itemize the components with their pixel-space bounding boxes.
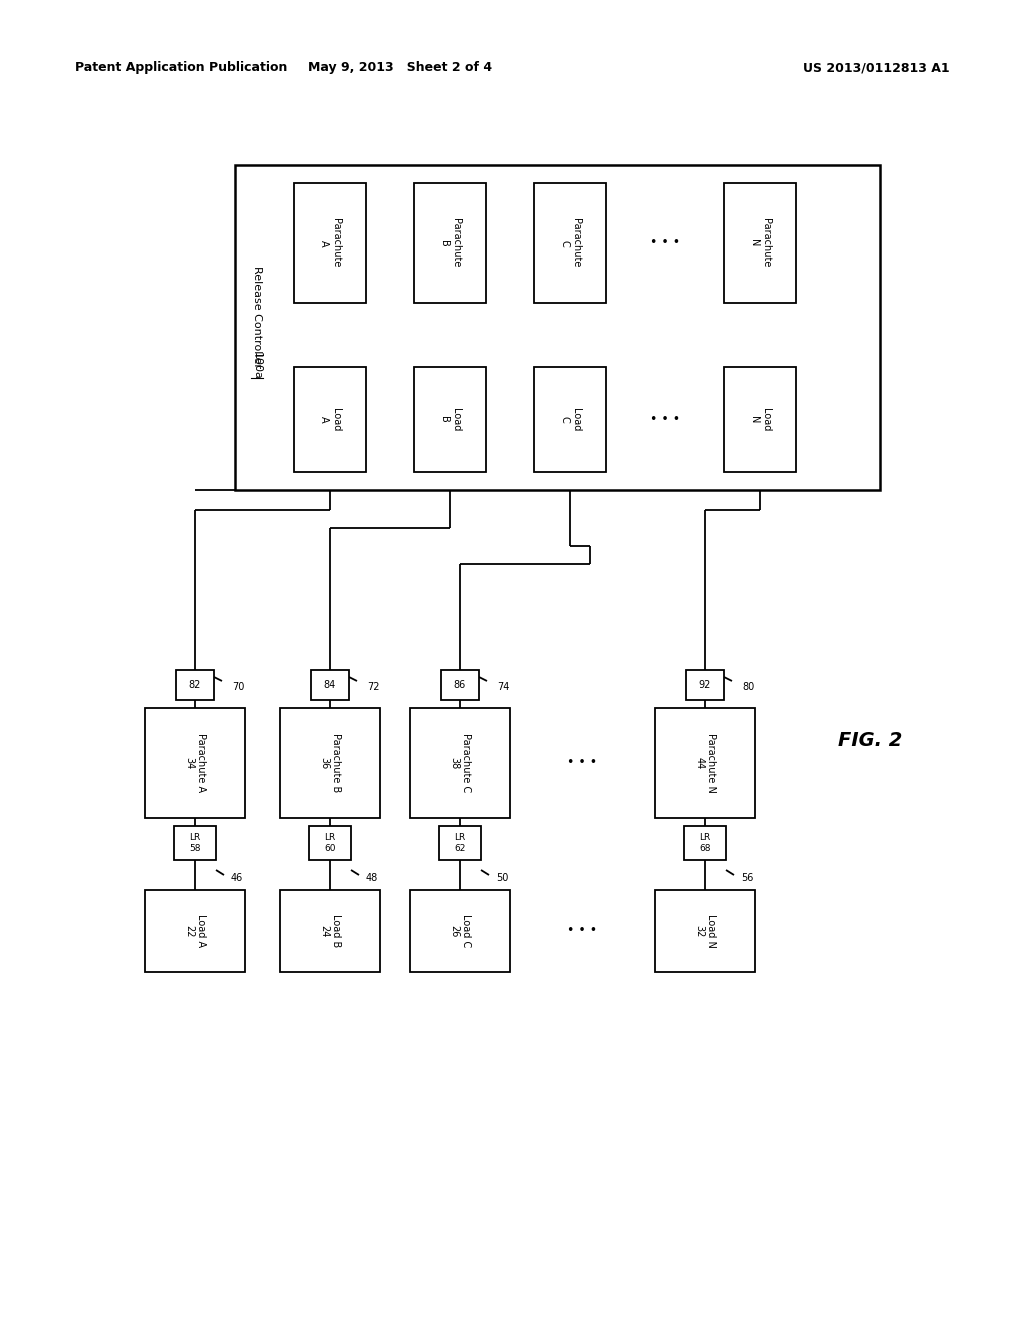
Text: 46: 46 bbox=[231, 873, 244, 883]
Bar bbox=[439, 826, 481, 861]
Text: 92: 92 bbox=[698, 680, 712, 690]
Text: 70: 70 bbox=[232, 682, 245, 692]
Text: 50: 50 bbox=[496, 873, 508, 883]
Text: LR
68: LR 68 bbox=[699, 833, 711, 853]
Bar bbox=[174, 826, 216, 861]
Text: Load A
22: Load A 22 bbox=[184, 915, 206, 948]
Text: Parachute
A: Parachute A bbox=[319, 218, 341, 268]
Bar bbox=[655, 890, 755, 972]
Text: • • •: • • • bbox=[567, 924, 598, 937]
Text: LR
62: LR 62 bbox=[455, 833, 466, 853]
Text: Load
A: Load A bbox=[319, 408, 341, 432]
Text: Load C
26: Load C 26 bbox=[450, 915, 471, 948]
Text: Load N
32: Load N 32 bbox=[694, 913, 716, 948]
Bar bbox=[294, 183, 366, 304]
Text: 74: 74 bbox=[497, 682, 509, 692]
Text: Parachute N
44: Parachute N 44 bbox=[694, 733, 716, 793]
Text: • • •: • • • bbox=[650, 236, 680, 249]
Bar bbox=[410, 890, 510, 972]
Text: Release Controller: Release Controller bbox=[252, 267, 262, 368]
Bar bbox=[176, 671, 214, 700]
Text: US 2013/0112813 A1: US 2013/0112813 A1 bbox=[804, 62, 950, 74]
Bar bbox=[234, 165, 880, 490]
Bar bbox=[309, 826, 351, 861]
Bar bbox=[414, 367, 486, 473]
Text: Load
C: Load C bbox=[559, 408, 581, 432]
Bar bbox=[684, 826, 726, 861]
Bar bbox=[294, 367, 366, 473]
Text: Load
N: Load N bbox=[750, 408, 771, 432]
Text: Parachute B
36: Parachute B 36 bbox=[319, 734, 341, 792]
Text: Parachute
C: Parachute C bbox=[559, 218, 581, 268]
Bar bbox=[724, 367, 796, 473]
Bar bbox=[534, 367, 606, 473]
Bar bbox=[145, 890, 245, 972]
Bar bbox=[280, 708, 380, 818]
Bar bbox=[724, 183, 796, 304]
Bar bbox=[145, 708, 245, 818]
Text: 84: 84 bbox=[324, 680, 336, 690]
Text: Load
B: Load B bbox=[439, 408, 461, 432]
Bar bbox=[686, 671, 724, 700]
Text: Parachute
N: Parachute N bbox=[750, 218, 771, 268]
Text: 56: 56 bbox=[741, 873, 754, 883]
Text: May 9, 2013   Sheet 2 of 4: May 9, 2013 Sheet 2 of 4 bbox=[308, 62, 493, 74]
Text: LR
60: LR 60 bbox=[325, 833, 336, 853]
Bar bbox=[410, 708, 510, 818]
Text: Parachute
B: Parachute B bbox=[439, 218, 461, 268]
Text: 72: 72 bbox=[367, 682, 380, 692]
Text: • • •: • • • bbox=[650, 413, 680, 426]
Text: 86: 86 bbox=[454, 680, 466, 690]
Text: Parachute A
34: Parachute A 34 bbox=[184, 734, 206, 792]
Text: FIG. 2: FIG. 2 bbox=[838, 730, 902, 750]
Text: Parachute C
38: Parachute C 38 bbox=[450, 734, 471, 792]
Text: 80: 80 bbox=[742, 682, 755, 692]
Text: 100a: 100a bbox=[252, 351, 262, 379]
Bar bbox=[441, 671, 479, 700]
Text: 82: 82 bbox=[188, 680, 201, 690]
Text: 48: 48 bbox=[366, 873, 378, 883]
Text: Patent Application Publication: Patent Application Publication bbox=[75, 62, 288, 74]
Bar bbox=[655, 708, 755, 818]
Text: Load B
24: Load B 24 bbox=[319, 915, 341, 948]
Bar bbox=[414, 183, 486, 304]
Text: • • •: • • • bbox=[567, 756, 598, 770]
Text: LR
58: LR 58 bbox=[189, 833, 201, 853]
Bar bbox=[280, 890, 380, 972]
Bar bbox=[534, 183, 606, 304]
Bar bbox=[311, 671, 349, 700]
